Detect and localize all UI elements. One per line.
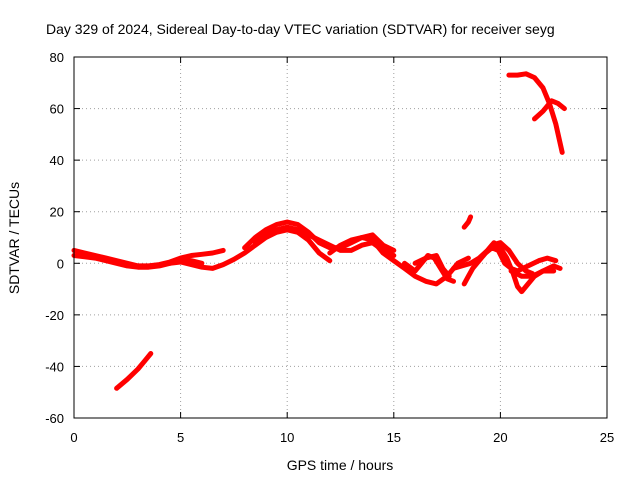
series-line-track-k xyxy=(508,263,563,279)
series-line-track-l xyxy=(480,240,535,277)
series-group xyxy=(71,71,567,391)
x-tick-label: 20 xyxy=(493,430,507,445)
y-axis-label: SDTVAR / TECUs xyxy=(6,182,22,294)
y-tick-labels: -60 -40 -20 0 20 40 60 80 xyxy=(45,50,64,426)
y-tick-label: 0 xyxy=(57,256,64,271)
x-tick-labels: 0 5 10 15 20 25 xyxy=(70,430,614,445)
y-tick-label: 80 xyxy=(50,50,64,65)
x-tick-label: 15 xyxy=(387,430,401,445)
series-line-track-o xyxy=(532,98,567,122)
y-tick-label: 60 xyxy=(50,102,64,117)
y-tick-label: 40 xyxy=(50,153,64,168)
ticks xyxy=(73,56,608,419)
series-line-track-n xyxy=(506,71,565,155)
x-tick-label: 10 xyxy=(280,430,294,445)
chart-title: Day 329 of 2024, Sidereal Day-to-day VTE… xyxy=(46,21,555,37)
series-line-track-m xyxy=(114,351,154,391)
plot-frame xyxy=(73,56,608,419)
y-tick-label: -60 xyxy=(45,411,64,426)
x-tick-label: 0 xyxy=(70,430,77,445)
series-line-track-c xyxy=(167,256,205,266)
series-line-track-e xyxy=(252,224,397,258)
y-tick-label: -40 xyxy=(45,359,64,374)
x-tick-label: 5 xyxy=(177,430,184,445)
x-tick-label: 25 xyxy=(600,430,614,445)
series-line-track-h xyxy=(412,253,452,279)
series-line-track-p xyxy=(461,214,474,230)
series-line-track-j xyxy=(461,245,559,287)
series-line-track-i xyxy=(451,240,557,295)
y-tick-label: 20 xyxy=(50,205,64,220)
y-tick-label: -20 xyxy=(45,308,64,323)
grid xyxy=(74,57,607,418)
x-axis-label: GPS time / hours xyxy=(287,457,394,473)
series-line-main-track-b xyxy=(71,227,333,271)
